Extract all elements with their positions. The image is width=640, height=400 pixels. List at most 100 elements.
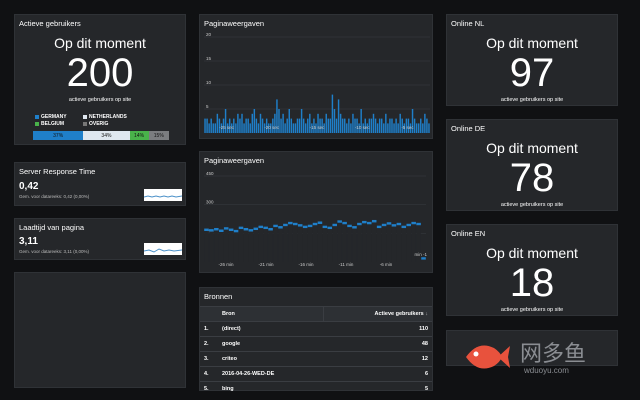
bar	[391, 224, 397, 227]
col-source[interactable]: Bron	[218, 306, 324, 322]
bar	[224, 109, 227, 133]
x-tick-label: -15 sec	[310, 125, 326, 130]
bar	[290, 118, 293, 133]
bar	[274, 113, 276, 133]
pageviews-seconds-chart: 20 15 10 5 -25 sec -20 sec -15 sec -10 sec -5 se…	[204, 32, 430, 133]
bar-fill	[293, 225, 298, 262]
table-row[interactable]: 5. bing 5	[200, 381, 432, 397]
bar	[357, 222, 362, 226]
col-index	[200, 306, 218, 322]
bar	[257, 123, 260, 133]
bar	[222, 118, 225, 133]
bar	[421, 257, 426, 260]
row-index: 2.	[200, 336, 218, 352]
table-row[interactable]: 2. google 48	[200, 336, 432, 352]
bar	[317, 113, 319, 133]
bar	[268, 227, 273, 231]
bar-fill	[228, 231, 234, 262]
segment-label: 15%	[153, 132, 164, 139]
y-tick-label: 15	[206, 56, 212, 61]
table-row[interactable]: 1. (direct) 110	[200, 321, 432, 337]
bar	[360, 109, 362, 133]
panel-title: Online EN	[451, 229, 486, 238]
segment-label: 37%	[53, 132, 64, 139]
bar	[286, 118, 288, 133]
bar	[358, 123, 360, 133]
bar	[280, 118, 282, 133]
hero-block: Op dit moment 78 actieve gebruikers op s…	[447, 140, 617, 208]
x-tick-label: -10 sec	[355, 125, 371, 130]
bar	[413, 118, 416, 133]
bar	[228, 228, 234, 232]
bar	[267, 123, 270, 133]
bar	[368, 118, 371, 133]
table-row[interactable]: 4. 2016-04-26-WED-DE 6	[200, 366, 432, 382]
bar	[374, 118, 377, 133]
bar	[238, 226, 244, 230]
bar-fill	[342, 224, 347, 262]
bar	[297, 224, 303, 227]
bar	[278, 109, 280, 133]
y-tick-label: 300	[206, 200, 214, 205]
table-row[interactable]: 3. criteo 12	[200, 351, 432, 367]
bar-fill	[204, 231, 209, 262]
bar	[393, 123, 395, 133]
watermark: 网多鱼 wduoyu.com	[460, 330, 630, 394]
bar-fill	[352, 228, 357, 262]
hero-subtitle: actieve gebruikers op site	[500, 202, 564, 208]
hero-heading: Op dit moment	[486, 35, 578, 51]
bar-fill	[238, 229, 244, 262]
pageviews-seconds-panel: Paginaweergaven 20 15 10 5 -25 sec -20 sec -15…	[199, 14, 433, 139]
bar	[296, 118, 299, 133]
hero-subtitle: actieve gebruikers op site	[500, 97, 564, 103]
bar-fill	[243, 230, 249, 262]
bar	[319, 118, 321, 133]
bar	[389, 118, 391, 133]
bar	[273, 224, 278, 228]
bar	[321, 118, 323, 133]
bar	[367, 221, 372, 225]
bar	[325, 113, 327, 133]
bar	[288, 109, 290, 133]
row-index: 5.	[200, 381, 218, 397]
bar	[237, 113, 239, 133]
netherlands-segment: 34%	[83, 131, 130, 140]
bar	[362, 220, 367, 224]
active-users-panel: Actieve gebruikers Op dit moment 200 act…	[14, 14, 186, 145]
bar	[403, 123, 406, 133]
bar	[339, 113, 342, 133]
row-users: 5	[323, 381, 432, 397]
panel-title: Laadtijd van pagina	[19, 223, 85, 232]
bar	[293, 222, 298, 226]
bar	[219, 229, 224, 233]
bar	[337, 220, 342, 223]
bar-fill	[273, 227, 278, 262]
row-index: 4.	[200, 366, 218, 382]
x-tick-label: -11 min	[339, 262, 354, 267]
bar	[302, 225, 308, 229]
online-de-panel: Online DE Op dit moment 78 actieve gebru…	[446, 119, 618, 211]
bar	[323, 123, 325, 133]
pageviews-minutes-panel: Paginaweergaven 450300150-26 min-21 min-…	[199, 151, 433, 273]
bar	[284, 123, 286, 133]
bar	[333, 109, 336, 133]
bar	[283, 223, 288, 227]
online-en-panel: Online EN Op dit moment 18 actieve gebru…	[446, 224, 618, 316]
bar	[366, 123, 369, 133]
germany-swatch-icon	[35, 114, 39, 119]
bar	[352, 113, 354, 133]
segment-label: 34%	[101, 132, 112, 139]
bar	[255, 118, 258, 133]
x-tick-label: -5 sec	[401, 125, 414, 130]
bar	[348, 118, 350, 133]
bar-fill	[367, 224, 372, 262]
bar	[315, 123, 317, 133]
bar	[245, 118, 247, 133]
bar	[300, 109, 303, 133]
col-users[interactable]: Actieve gebruikers ↓	[322, 306, 432, 322]
hero-value: 78	[509, 156, 555, 200]
bar	[248, 229, 254, 232]
bar	[304, 123, 307, 133]
bar-fill	[401, 228, 407, 262]
